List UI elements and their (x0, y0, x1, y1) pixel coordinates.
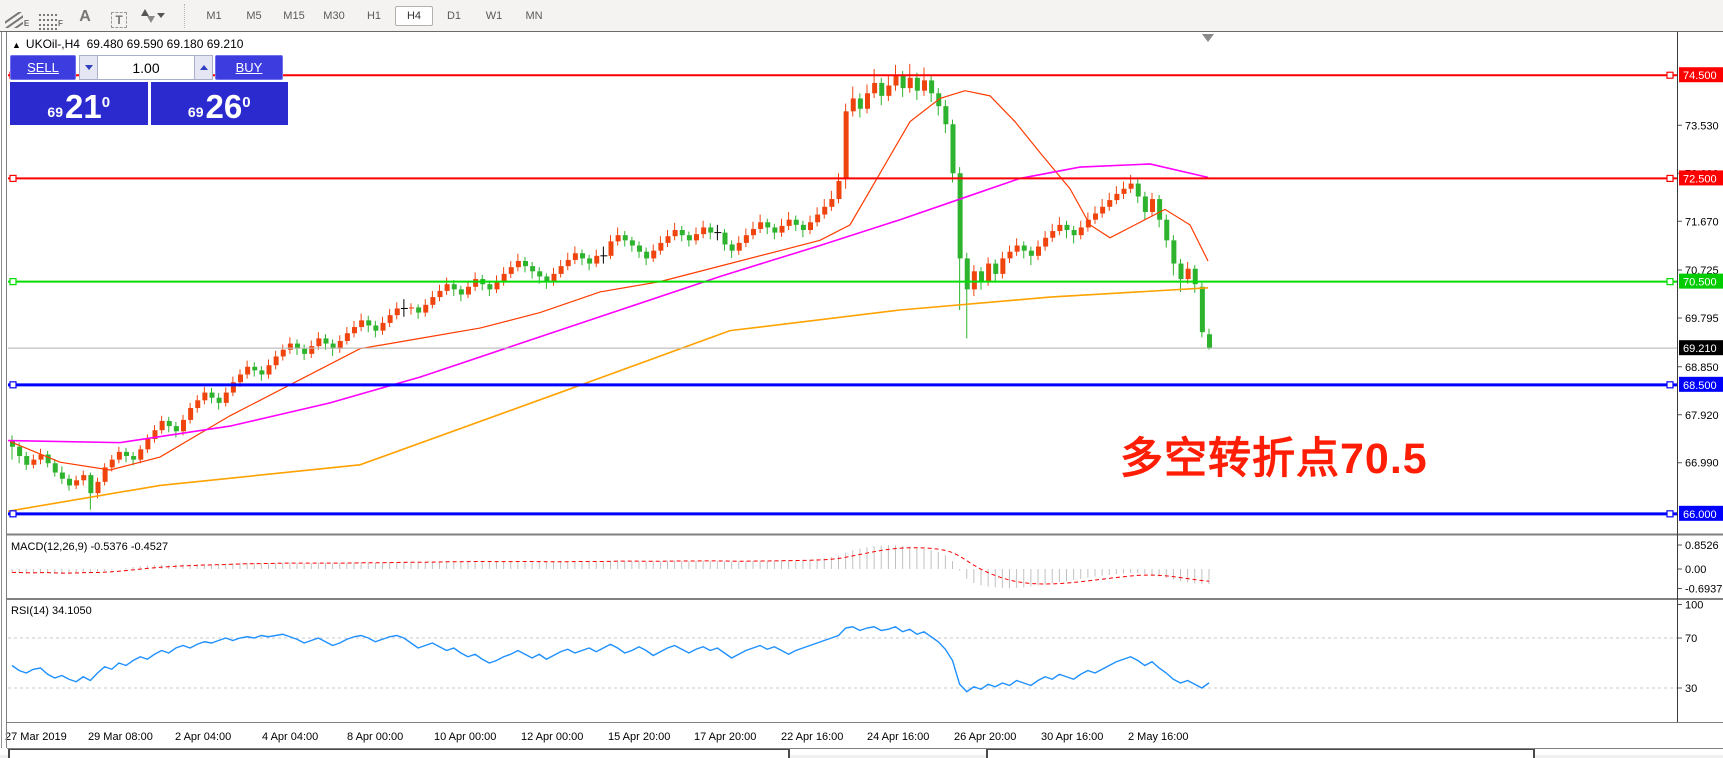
svg-text:70.500: 70.500 (1683, 277, 1717, 289)
candlestick-series (10, 63, 1212, 510)
svg-text:-0.6937: -0.6937 (1685, 584, 1722, 596)
svg-text:73.530: 73.530 (1685, 120, 1719, 132)
svg-text:0.00: 0.00 (1685, 564, 1706, 576)
buy-button[interactable]: BUY (215, 55, 283, 80)
volume-decrease-button[interactable] (79, 55, 98, 80)
svg-text:68.500: 68.500 (1683, 380, 1717, 392)
text-label-tool-icon[interactable]: T (104, 4, 134, 28)
svg-text:0.8526: 0.8526 (1685, 540, 1719, 552)
timeframe-button-M1[interactable]: M1 (206, 9, 222, 22)
buy-price-main: 26 (205, 88, 243, 125)
macd-label: MACD(12,26,9) -0.5376 -0.4527 (11, 541, 169, 553)
chart-shift-marker[interactable] (1202, 34, 1214, 42)
timeframe-button-M30[interactable]: M30 (323, 9, 345, 22)
timeframe-button-M5[interactable]: M5 (246, 9, 262, 22)
one-click-trade-panel: SELL BUY 69 21 0 69 26 0 (10, 55, 288, 125)
svg-text:10 Apr 00:00: 10 Apr 00:00 (434, 731, 496, 743)
buy-price-panel[interactable]: 69 26 0 (150, 82, 288, 125)
toolbar-separator (184, 3, 186, 28)
toolbar: E F A T M1 M5 M15 M30 H1 H4 D1 W1 MN (0, 0, 1723, 32)
svg-text:26 Apr 20:00: 26 Apr 20:00 (954, 731, 1016, 743)
sell-price-panel[interactable]: 69 21 0 (10, 82, 148, 125)
sell-price-prefix: 69 (47, 104, 63, 120)
svg-text:72.500: 72.500 (1683, 173, 1717, 185)
ohlc-values: 69.480 69.590 69.180 69.210 (86, 37, 244, 51)
svg-text:66.000: 66.000 (1683, 509, 1717, 521)
svg-text:2 May 16:00: 2 May 16:00 (1128, 731, 1189, 743)
svg-text:24 Apr 16:00: 24 Apr 16:00 (867, 731, 929, 743)
svg-text:8 Apr 00:00: 8 Apr 00:00 (347, 731, 403, 743)
ma-slow (7, 287, 1209, 513)
sell-button[interactable]: SELL (10, 55, 76, 80)
symbol-label: UKOil-,H4 (25, 37, 80, 51)
svg-text:70: 70 (1685, 633, 1697, 645)
chart-annotation: 多空转折点70.5 (1120, 435, 1428, 483)
volume-increase-button[interactable] (194, 55, 213, 80)
sell-price-sup: 0 (101, 94, 111, 111)
svg-text:30: 30 (1685, 683, 1697, 695)
svg-text:69.210: 69.210 (1683, 343, 1717, 355)
ma-mid (7, 163, 1209, 444)
collapse-arrow-icon[interactable]: ▲ (12, 40, 21, 50)
sell-price-main: 21 (65, 88, 102, 125)
svg-text:71.670: 71.670 (1685, 216, 1719, 228)
svg-text:68.850: 68.850 (1685, 362, 1719, 374)
timeframe-button-H1[interactable]: H1 (366, 9, 382, 22)
macd-indicator: 0.8526 0.00 -0.6937 (11, 540, 1722, 596)
rsi-label: RSI(14) 34.1050 (11, 605, 92, 617)
timeframe-button-H4[interactable]: H4 (395, 5, 433, 26)
svg-text:4 Apr 04:00: 4 Apr 04:00 (262, 731, 318, 743)
fibonacci-retracement-icon[interactable]: F (36, 4, 66, 30)
timeframe-group: M1 M5 M15 M30 H1 H4 D1 W1 MN (194, 5, 554, 26)
rsi-indicator: 100 70 30 (8, 600, 1703, 695)
svg-text:17 Apr 20:00: 17 Apr 20:00 (694, 731, 756, 743)
svg-text:22 Apr 16:00: 22 Apr 16:00 (781, 731, 843, 743)
svg-text:66.990: 66.990 (1685, 458, 1719, 470)
volume-input[interactable] (98, 55, 194, 80)
arrows-tool-icon[interactable] (138, 4, 168, 28)
price-axis[interactable]: 73.53072.60071.67070.72569.79568.85067.9… (1678, 67, 1723, 521)
svg-text:29 Mar 08:00: 29 Mar 08:00 (88, 731, 153, 743)
svg-text:100: 100 (1685, 600, 1703, 612)
timeframe-button-D1[interactable]: D1 (446, 9, 462, 22)
svg-text:69.795: 69.795 (1685, 313, 1719, 325)
equidistant-channel-icon[interactable]: E (2, 4, 32, 28)
text-tool-icon[interactable]: A (79, 7, 91, 25)
svg-text:15 Apr 20:00: 15 Apr 20:00 (608, 731, 670, 743)
buy-price-sup: 0 (242, 94, 251, 111)
timeframe-button-MN[interactable]: MN (525, 9, 543, 22)
timeframe-button-W1[interactable]: W1 (485, 9, 503, 22)
svg-text:2 Apr 04:00: 2 Apr 04:00 (175, 731, 231, 743)
svg-text:12 Apr 00:00: 12 Apr 00:00 (521, 731, 583, 743)
pane-borders (0, 31, 1723, 749)
svg-text:27 Mar 2019: 27 Mar 2019 (5, 731, 67, 743)
timeframe-button-M15[interactable]: M15 (283, 9, 305, 22)
buy-price-prefix: 69 (187, 104, 204, 120)
chevron-down-icon (157, 13, 165, 18)
chart-title: ▲ UKOil-,H4 69.480 69.590 69.180 69.210 (12, 37, 243, 51)
svg-text:30 Apr 16:00: 30 Apr 16:00 (1041, 731, 1103, 743)
horizontal-level-lines[interactable] (8, 71, 1677, 518)
time-axis[interactable]: 27 Mar 2019 29 Mar 08:00 2 Apr 04:00 4 Apr … (5, 731, 1189, 743)
svg-text:74.500: 74.500 (1683, 70, 1717, 82)
svg-text:67.920: 67.920 (1685, 410, 1719, 422)
